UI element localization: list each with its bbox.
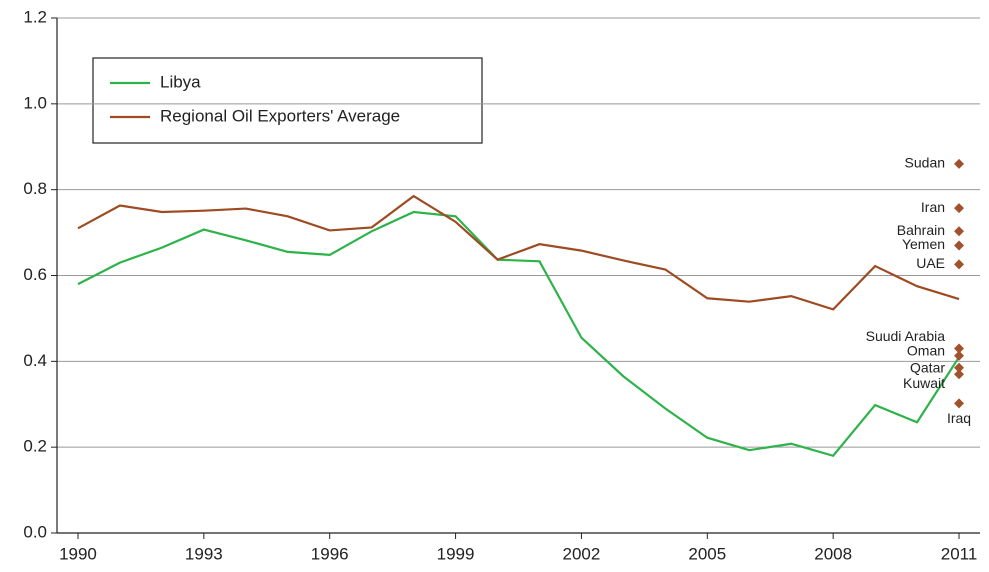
line-series <box>77 210 960 458</box>
marker-label: Sudan <box>905 155 945 171</box>
marker <box>954 350 965 361</box>
marker-label: Iraq <box>947 410 971 426</box>
marker <box>954 398 965 409</box>
marker <box>954 343 965 354</box>
y-tick-label: 0.4 <box>23 351 47 370</box>
x-tick-label: 1996 <box>311 544 349 563</box>
marker-label: Suudi Arabia <box>866 328 946 344</box>
x-tick-label: 2008 <box>814 544 852 563</box>
legend: Libya Regional Oil Exporters' Average <box>92 57 483 144</box>
x-tick-label: 2011 <box>941 544 978 563</box>
y-tick-label: 1.0 <box>23 93 47 112</box>
x-tick-label: 1993 <box>185 544 223 563</box>
line-series <box>77 194 960 311</box>
marker-label: Yemen <box>902 236 945 252</box>
marker <box>954 203 965 214</box>
legend-box <box>92 57 483 144</box>
marker <box>954 259 965 270</box>
y-tick-label: 0.0 <box>23 522 47 541</box>
marker-label: UAE <box>916 255 945 271</box>
legend-label: Regional Oil Exporters' Average <box>160 106 400 125</box>
marker <box>954 240 965 251</box>
x-tick-label: 1990 <box>59 544 97 563</box>
marker <box>954 226 965 237</box>
marker-label: Bahrain <box>897 222 945 238</box>
y-tick-label: 0.8 <box>23 179 47 198</box>
marker-label: Kuwait <box>903 375 945 391</box>
y-tick-label: 1.2 <box>23 7 47 26</box>
x-tick-label: 2002 <box>563 544 601 563</box>
marker-label: Qatar <box>910 359 945 375</box>
marker-label: Oman <box>907 342 945 358</box>
marker <box>954 369 965 380</box>
x-tick-label: 2005 <box>688 544 726 563</box>
x-tick-label: 1999 <box>437 544 475 563</box>
y-tick-label: 0.2 <box>23 437 47 456</box>
marker-label: Iran <box>921 199 945 215</box>
marker <box>954 158 965 169</box>
marker <box>954 362 965 373</box>
y-tick-label: 0.6 <box>23 265 47 284</box>
legend-label: Libya <box>160 72 201 91</box>
